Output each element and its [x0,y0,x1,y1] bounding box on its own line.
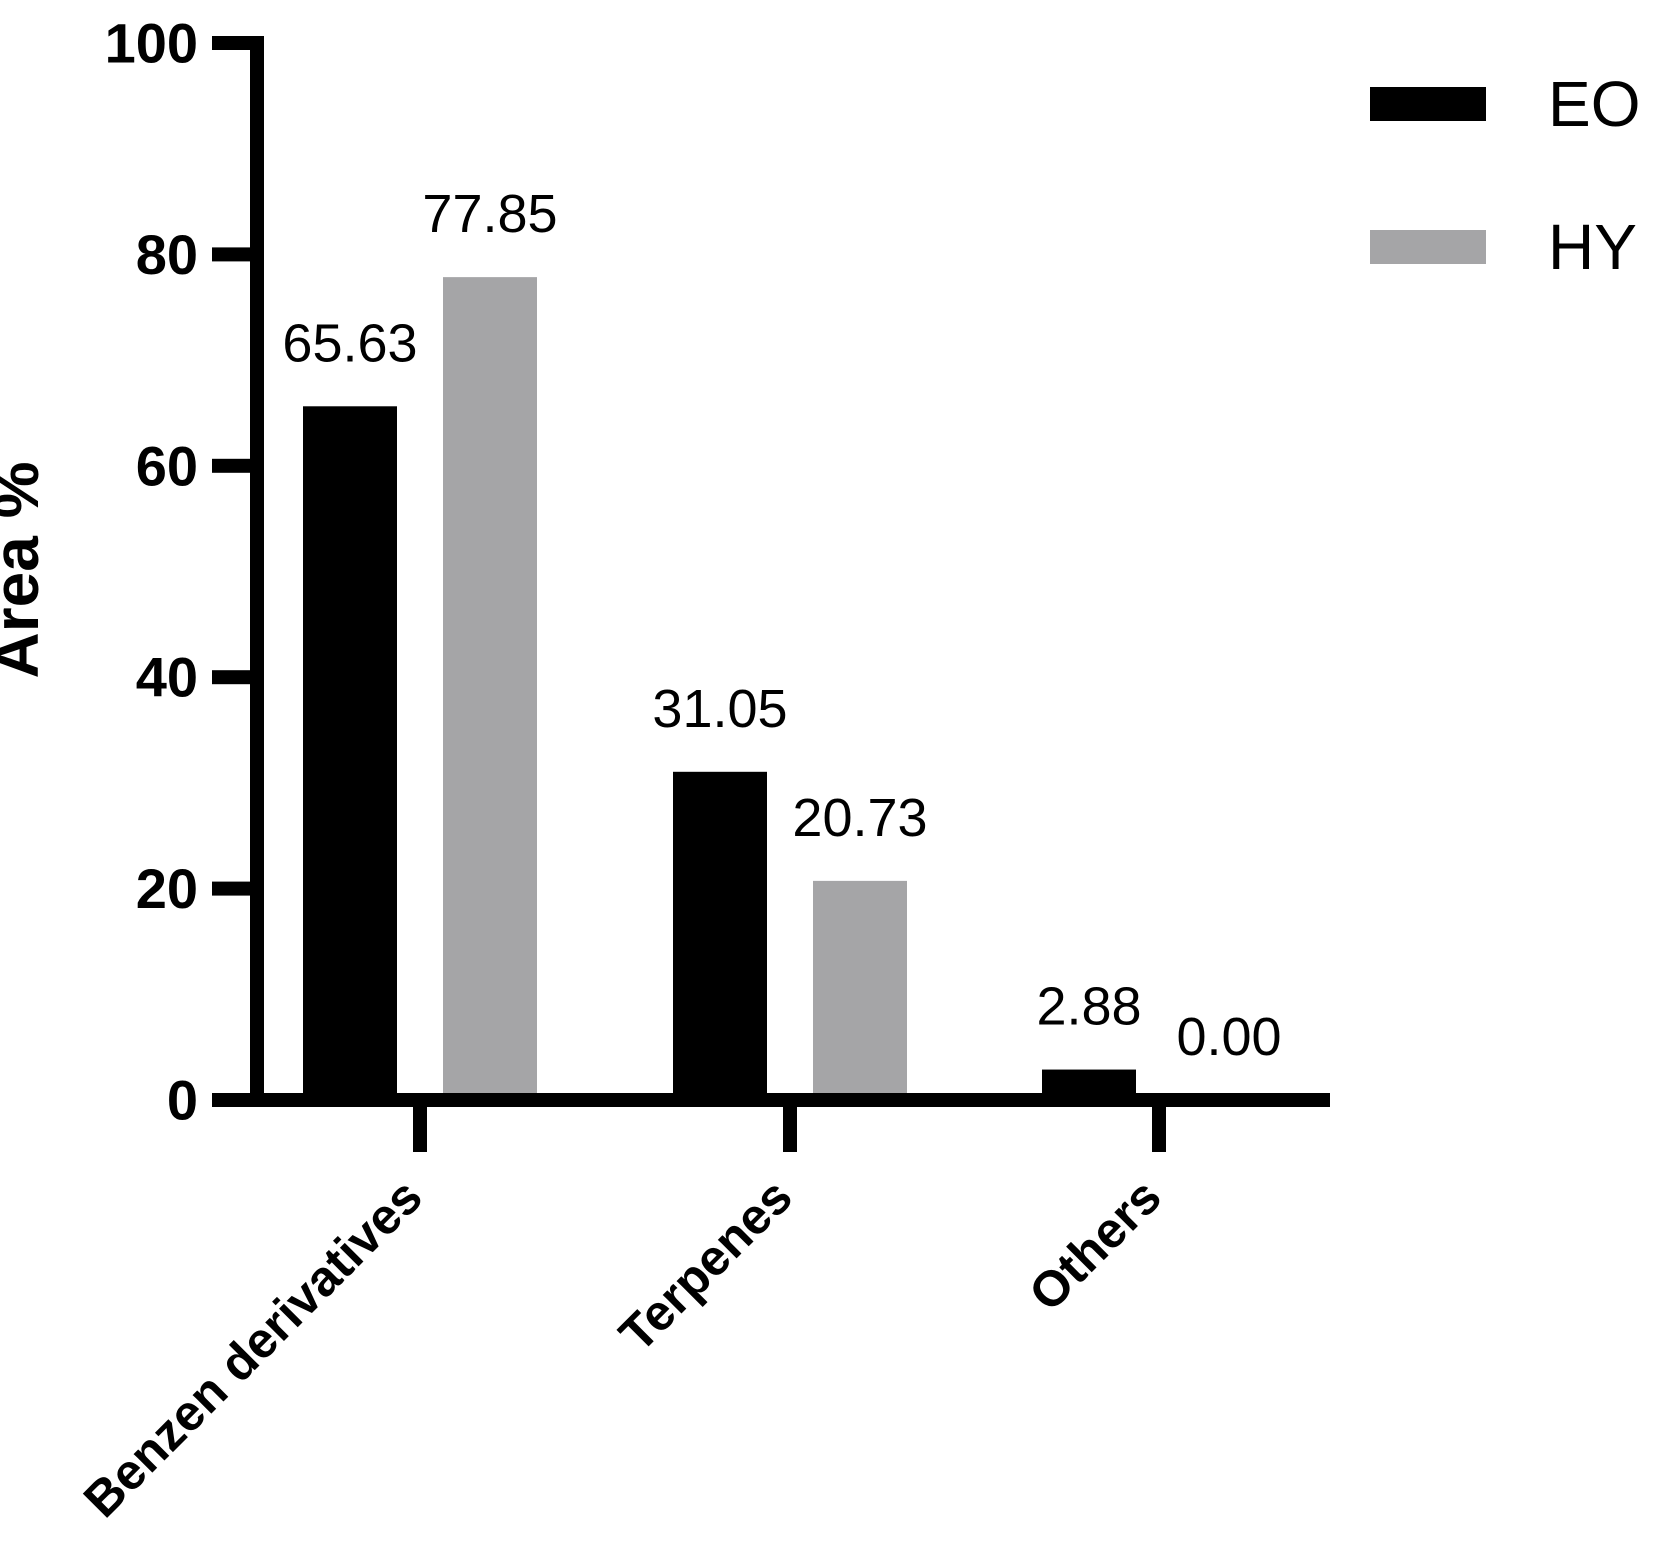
x-tick-0 [413,1107,427,1152]
legend-label-eo: EO [1548,68,1641,140]
bar-hy-0 [443,277,537,1100]
y-axis-title: Area % [0,462,52,679]
y-tick-label-1: 20 [136,857,198,920]
y-tick-label-4: 80 [136,223,198,286]
bar-hy-1 [813,880,907,1100]
x-category-label-0: Benzen derivatives [73,1168,433,1528]
value-label-eo-0: 65.63 [282,313,417,373]
y-tick-4 [212,247,250,262]
y-tick-2 [212,670,250,685]
bar-eo-0 [303,406,397,1100]
y-tick-3 [212,458,250,473]
legend: EO HY [1370,0,1660,300]
y-tick-label-3: 60 [136,434,198,497]
legend-item-hy: HY [1370,215,1637,279]
y-tick-5 [212,36,250,50]
legend-swatch-hy [1370,230,1486,264]
value-label-eo-2: 2.88 [1036,977,1141,1037]
value-label-hy-1: 20.73 [792,788,927,848]
value-label-hy-2: 0.00 [1176,1007,1281,1067]
y-tick-label-5: 100 [105,12,198,75]
x-tick-2 [1152,1107,1166,1152]
y-tick-label-0: 0 [167,1069,198,1132]
value-label-eo-1: 31.05 [652,679,787,739]
x-axis-line [212,1093,1330,1107]
x-category-label-1: Terpenes [609,1168,803,1362]
y-tick-1 [212,881,250,896]
x-tick-1 [783,1107,797,1152]
legend-swatch-eo [1370,87,1486,121]
y-tick-label-2: 40 [136,646,198,709]
legend-item-eo: EO [1370,72,1640,136]
value-label-hy-0: 77.85 [422,184,557,244]
y-axis-line [250,36,264,1107]
bar-eo-1 [673,771,767,1100]
legend-label-hy: HY [1548,211,1637,283]
x-category-label-2: Others [1018,1168,1172,1322]
